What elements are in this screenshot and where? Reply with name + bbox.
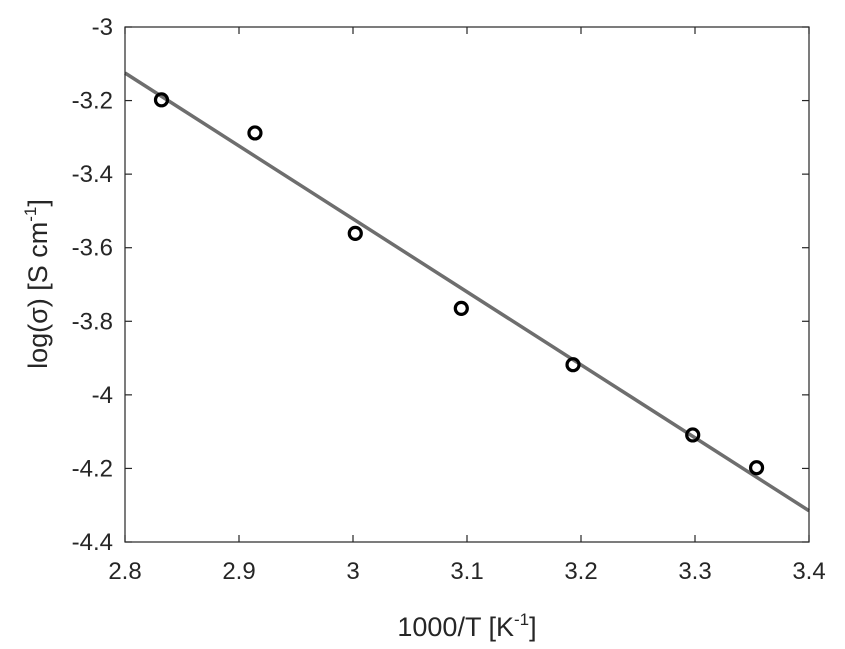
x-tick-label: 2.8 [108,558,141,585]
data-points [153,92,765,476]
x-tick-labels: 2.8 2.9 3 3.1 3.2 3.3 3.4 [108,558,825,585]
data-point [153,92,170,108]
y-tick-label: -3.4 [72,161,113,188]
data-point [247,125,263,141]
data-point [565,357,581,373]
fit-line [124,71,810,513]
plot-area [125,27,809,542]
y-tick-label: -4 [92,382,113,409]
x-tick-label: 3.4 [792,558,825,585]
fit-line-layer [124,71,810,513]
data-point [347,225,363,241]
x-tick-label: 3 [346,558,359,585]
y-tick-label: -3 [92,14,113,41]
y-axis-label: log(σ) [S cm-1] [21,199,53,369]
x-tick-label: 3.1 [450,558,483,585]
x-tick-label: 3.3 [678,558,711,585]
y-tick-labels: -3 -3.2 -3.4 -3.6 -3.8 -4 -4.2 -4.4 [72,14,113,556]
x-tick-label: 2.9 [222,558,255,585]
data-point [748,460,765,476]
x-tick-label: 3.2 [564,558,597,585]
y-tick-label: -4.2 [72,455,113,482]
y-tick-label: -3.6 [72,235,113,262]
y-tick-label: -4.4 [72,529,113,556]
data-point [453,300,469,317]
data-point [685,427,701,443]
y-tick-label: -3.2 [72,88,113,115]
axes-box [124,26,810,543]
y-tick-label: -3.8 [72,308,113,335]
x-axis-label: 1000/T [K-1] [397,610,536,642]
